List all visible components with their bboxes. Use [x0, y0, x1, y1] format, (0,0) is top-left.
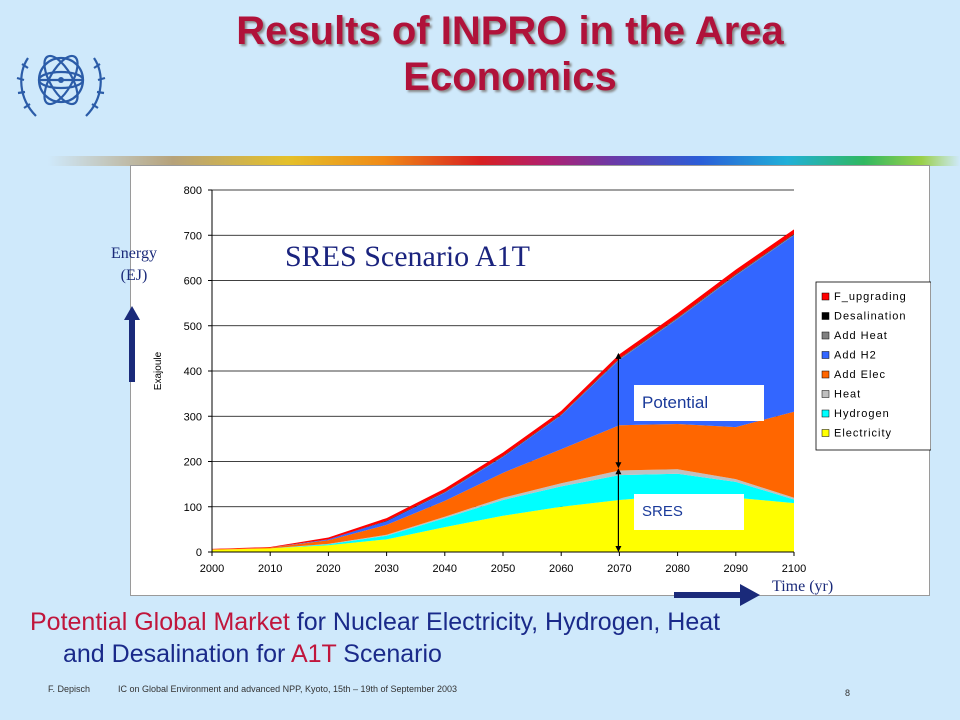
y-tick-label: 100	[184, 502, 202, 514]
potential-arrowhead-bottom	[615, 462, 622, 469]
caption-part-5: Scenario	[336, 640, 442, 668]
footer-author: F. Depisch	[48, 684, 91, 694]
arrow-up-icon	[124, 306, 140, 382]
caption-part-1: Potential Global Market	[30, 608, 290, 636]
footer-conference: IC on Global Environment and advanced NP…	[118, 684, 458, 694]
y-tick-label: 300	[184, 411, 202, 423]
legend-label: Add Heat	[834, 330, 888, 342]
x-tick-label: 2050	[491, 563, 515, 575]
legend-swatch	[821, 331, 830, 340]
caption-line-1: Potential Global Market for Nuclear Elec…	[30, 606, 930, 638]
y-tick-label: 700	[184, 230, 202, 242]
arrow-right-icon	[674, 584, 760, 606]
rainbow-divider	[0, 156, 960, 166]
caption: Potential Global Market for Nuclear Elec…	[30, 606, 930, 670]
legend-label: Add H2	[834, 350, 877, 362]
x-tick-label: 2000	[200, 563, 224, 575]
page-number: 8	[845, 688, 851, 698]
y-tick-label: 200	[184, 457, 202, 469]
legend-label: Add Elec	[834, 369, 886, 381]
y-tick-label: 400	[184, 366, 202, 378]
y-tick-label: 600	[184, 276, 202, 288]
x-tick-label: 2020	[316, 563, 340, 575]
iaea-logo	[16, 54, 106, 117]
y-tick-label: 800	[184, 185, 202, 197]
x-tick-label: 2070	[607, 563, 631, 575]
y-tick-label: 0	[196, 547, 202, 559]
area-add-elec	[212, 411, 794, 550]
sres-arrowhead-bottom	[615, 546, 622, 552]
y-axis-title: Exajoule	[153, 351, 164, 390]
x-tick-label: 2040	[433, 563, 457, 575]
x-tick-label: 2100	[782, 563, 806, 575]
legend-swatch	[821, 409, 830, 418]
sres-arrowhead-top	[615, 468, 622, 475]
time-axis-label: Time (yr)	[772, 578, 834, 595]
slide-title: Results of INPRO in the Area Economics	[130, 8, 890, 100]
x-tick-label: 2080	[665, 563, 689, 575]
legend-swatch	[821, 390, 830, 398]
energy-label-line-2: (EJ)	[120, 267, 148, 284]
stacked-area-chart: 0 100 200 300 400 500 600 700 800 2000 2010 2020 203…	[153, 185, 931, 575]
legend-swatch	[821, 312, 830, 320]
energy-axis-label: Energy (EJ)	[98, 243, 170, 287]
x-tick-label: 2090	[724, 563, 748, 575]
chart-frame: 0 100 200 300 400 500 600 700 800 2000 2010 2020 203…	[130, 165, 931, 596]
legend-swatch	[821, 351, 830, 359]
legend-box	[815, 281, 931, 451]
legend-label: Electricity	[834, 428, 892, 440]
energy-label-line-1: Energy	[111, 245, 157, 262]
legend-label: Hydrogen	[834, 408, 890, 420]
legend-label: Heat	[834, 389, 861, 401]
area-hydrogen	[212, 473, 794, 550]
x-tick-label: 2030	[374, 563, 398, 575]
potential-box: Potential	[634, 385, 764, 421]
caption-part-4: A1T	[290, 640, 337, 668]
legend-swatch	[821, 292, 830, 301]
caption-part-3: and Desalination for	[63, 640, 291, 668]
y-tick-label: 500	[184, 321, 202, 333]
legend-swatch	[821, 370, 830, 379]
potential-arrowhead-top	[615, 352, 622, 359]
x-tick-label: 2010	[258, 563, 282, 575]
legend-label: Desalination	[834, 311, 907, 323]
title-line-2: Economics	[403, 55, 617, 99]
scenario-label: SRES Scenario A1T	[285, 240, 530, 273]
x-tick-label: 2060	[549, 563, 573, 575]
legend-swatch	[821, 429, 830, 437]
sres-box: SRES	[634, 494, 744, 530]
legend-label: F_upgrading	[834, 291, 907, 303]
title-line-1: Results of INPRO in the Area	[236, 9, 784, 53]
caption-line-2: and Desalination for A1T Scenario	[30, 638, 930, 670]
caption-part-2: for Nuclear Electricity, Hydrogen, Heat	[289, 608, 721, 636]
